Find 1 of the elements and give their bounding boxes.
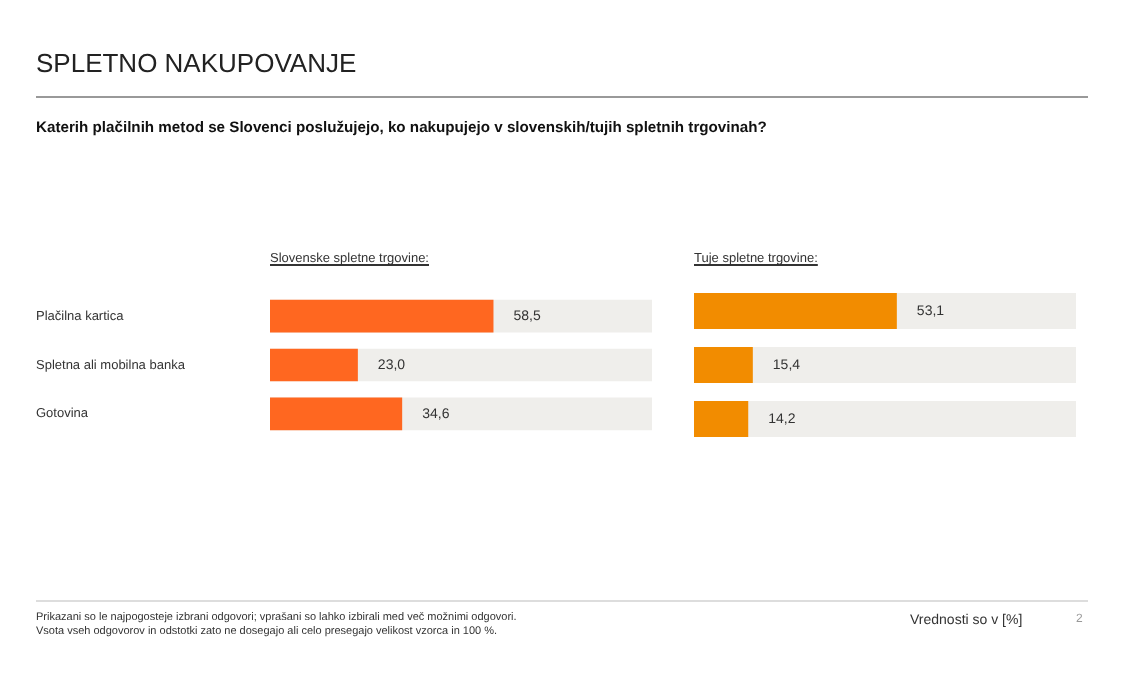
text: SPLETNO NAKUPOVANJE [36, 48, 357, 78]
